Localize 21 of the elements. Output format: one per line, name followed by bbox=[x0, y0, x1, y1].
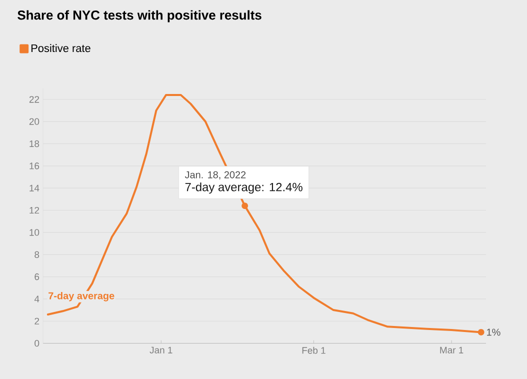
x-tick-label: Jan 1 bbox=[150, 346, 172, 354]
annotation: 7-day average bbox=[48, 292, 114, 302]
legend-label: Positive rate bbox=[31, 44, 90, 52]
annotation: 7-day average: 12.4% bbox=[185, 182, 302, 194]
x-tick-label: Feb 1 bbox=[302, 346, 326, 354]
y-tick-label: 14 bbox=[30, 184, 40, 192]
y-tick-label: 0 bbox=[34, 340, 40, 347]
y-tick-label: 16 bbox=[30, 162, 40, 170]
y-tick-label: 20 bbox=[29, 118, 40, 125]
chart-title: Share of NYC tests with positive results bbox=[18, 10, 262, 22]
annotation: Jan. 18, 2022 bbox=[184, 171, 246, 180]
x-tick-label: Mar 1 bbox=[440, 346, 464, 354]
y-tick-label: 8 bbox=[34, 251, 40, 258]
y-tick-label: 18 bbox=[30, 140, 40, 148]
y-tick-label: 22 bbox=[29, 96, 40, 103]
y-tick-label: 2 bbox=[34, 318, 40, 324]
y-tick-label: 12 bbox=[30, 206, 40, 214]
y-tick-label: 6 bbox=[34, 273, 40, 280]
data-label: 1% bbox=[487, 328, 500, 336]
y-tick-label: 4 bbox=[34, 296, 40, 302]
y-tick-label: 10 bbox=[30, 229, 40, 236]
